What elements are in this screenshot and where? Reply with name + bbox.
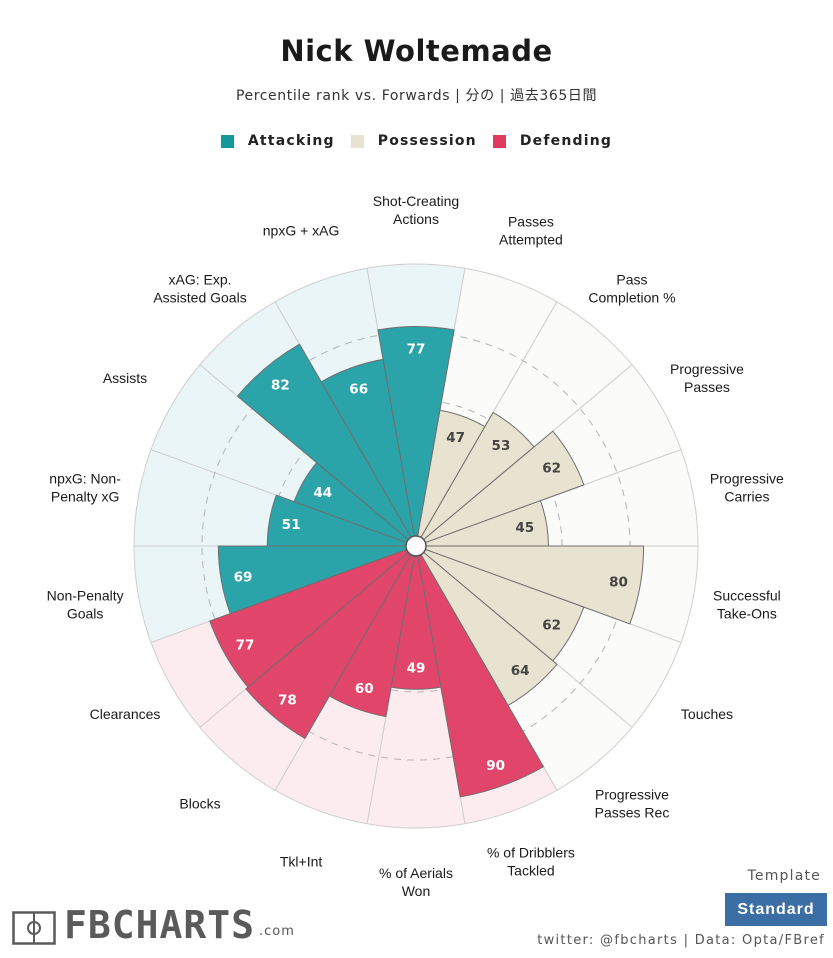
- legend-item-attacking: Attacking: [220, 133, 335, 149]
- value-label-xag-exp-assisted-goals: 82: [271, 377, 290, 393]
- value-label-progressive-passes: 62: [542, 461, 561, 477]
- value-label-clearances: 77: [236, 638, 255, 654]
- value-label-touches: 62: [542, 617, 561, 633]
- category-label-passes-attempted: Passes Attempted: [499, 213, 563, 247]
- value-label-of-dribblers-tackled: 90: [486, 758, 505, 774]
- category-label-clearances: Clearances: [90, 706, 161, 722]
- value-label-progressive-passes-rec: 64: [511, 663, 530, 679]
- category-label-xag-exp-assisted-goals: xAG: Exp. Assisted Goals: [153, 272, 246, 306]
- legend-item-possession: Possession: [350, 133, 477, 149]
- category-label-npxg-non-penalty-xg: npxG: Non-Penalty xG: [49, 471, 121, 505]
- legend-swatch-possession: [350, 134, 364, 148]
- category-label-blocks: Blocks: [179, 795, 220, 811]
- legend-swatch-defending: [492, 134, 506, 148]
- value-label-npxg-xag: 66: [349, 382, 368, 398]
- value-label-pass-completion: 53: [492, 438, 511, 454]
- category-label-assists: Assists: [103, 370, 147, 386]
- category-label-progressive-passes-rec: Progressive Passes Rec: [595, 786, 670, 820]
- category-label-of-dribblers-tackled: % of Dribblers Tackled: [487, 845, 575, 879]
- legend-label-possession: Possession: [377, 133, 477, 149]
- value-label-shot-creating-actions: 77: [407, 342, 426, 358]
- template-label: Template: [747, 868, 821, 884]
- legend-swatch-attacking: [220, 134, 234, 148]
- category-label-tkl-int: Tkl+Int: [280, 854, 323, 870]
- value-label-progressive-carries: 45: [515, 520, 534, 536]
- legend-label-attacking: Attacking: [247, 133, 335, 149]
- category-label-npxg-xag: npxG + xAG: [263, 222, 340, 238]
- value-label-non-penalty-goals: 69: [234, 570, 253, 586]
- category-label-of-aerials-won: % of Aerials Won: [379, 865, 453, 899]
- legend: Attacking Possession Defending: [0, 133, 833, 149]
- chart-title: Nick Woltemade: [280, 34, 553, 68]
- brand-logo-text: FBCHARTS: [64, 903, 256, 947]
- credits: twitter: @fbcharts | Data: Opta/FBref: [537, 933, 825, 948]
- legend-label-defending: Defending: [519, 133, 613, 149]
- brand-logo-suffix: .com: [259, 924, 295, 939]
- value-label-assists: 44: [313, 485, 332, 501]
- legend-item-defending: Defending: [492, 133, 613, 149]
- category-label-non-penalty-goals: Non-Penalty Goals: [47, 587, 124, 621]
- value-label-passes-attempted: 47: [446, 430, 465, 446]
- value-label-blocks: 78: [278, 692, 297, 708]
- value-label-tkl-int: 60: [355, 681, 374, 697]
- category-label-progressive-passes: Progressive Passes: [670, 361, 744, 395]
- category-label-touches: Touches: [681, 706, 733, 722]
- template-standard-button[interactable]: Standard: [725, 893, 827, 926]
- value-label-successful-take-ons: 80: [609, 575, 628, 591]
- pitch-logo-icon: [12, 911, 56, 945]
- value-label-of-aerials-won: 49: [407, 660, 426, 676]
- center-circle: [405, 535, 427, 557]
- value-label-npxg-non-penalty-xg: 51: [282, 517, 301, 533]
- brand: FBCHARTS .com: [12, 905, 295, 945]
- chart-subtitle: Percentile rank vs. Forwards | 分の | 過去36…: [235, 88, 598, 104]
- category-label-pass-completion: Pass Completion %: [588, 272, 675, 306]
- category-label-shot-creating-actions: Shot-Creating Actions: [373, 193, 459, 227]
- category-label-progressive-carries: Progressive Carries: [710, 471, 784, 505]
- category-label-successful-take-ons: Successful Take-Ons: [713, 587, 781, 621]
